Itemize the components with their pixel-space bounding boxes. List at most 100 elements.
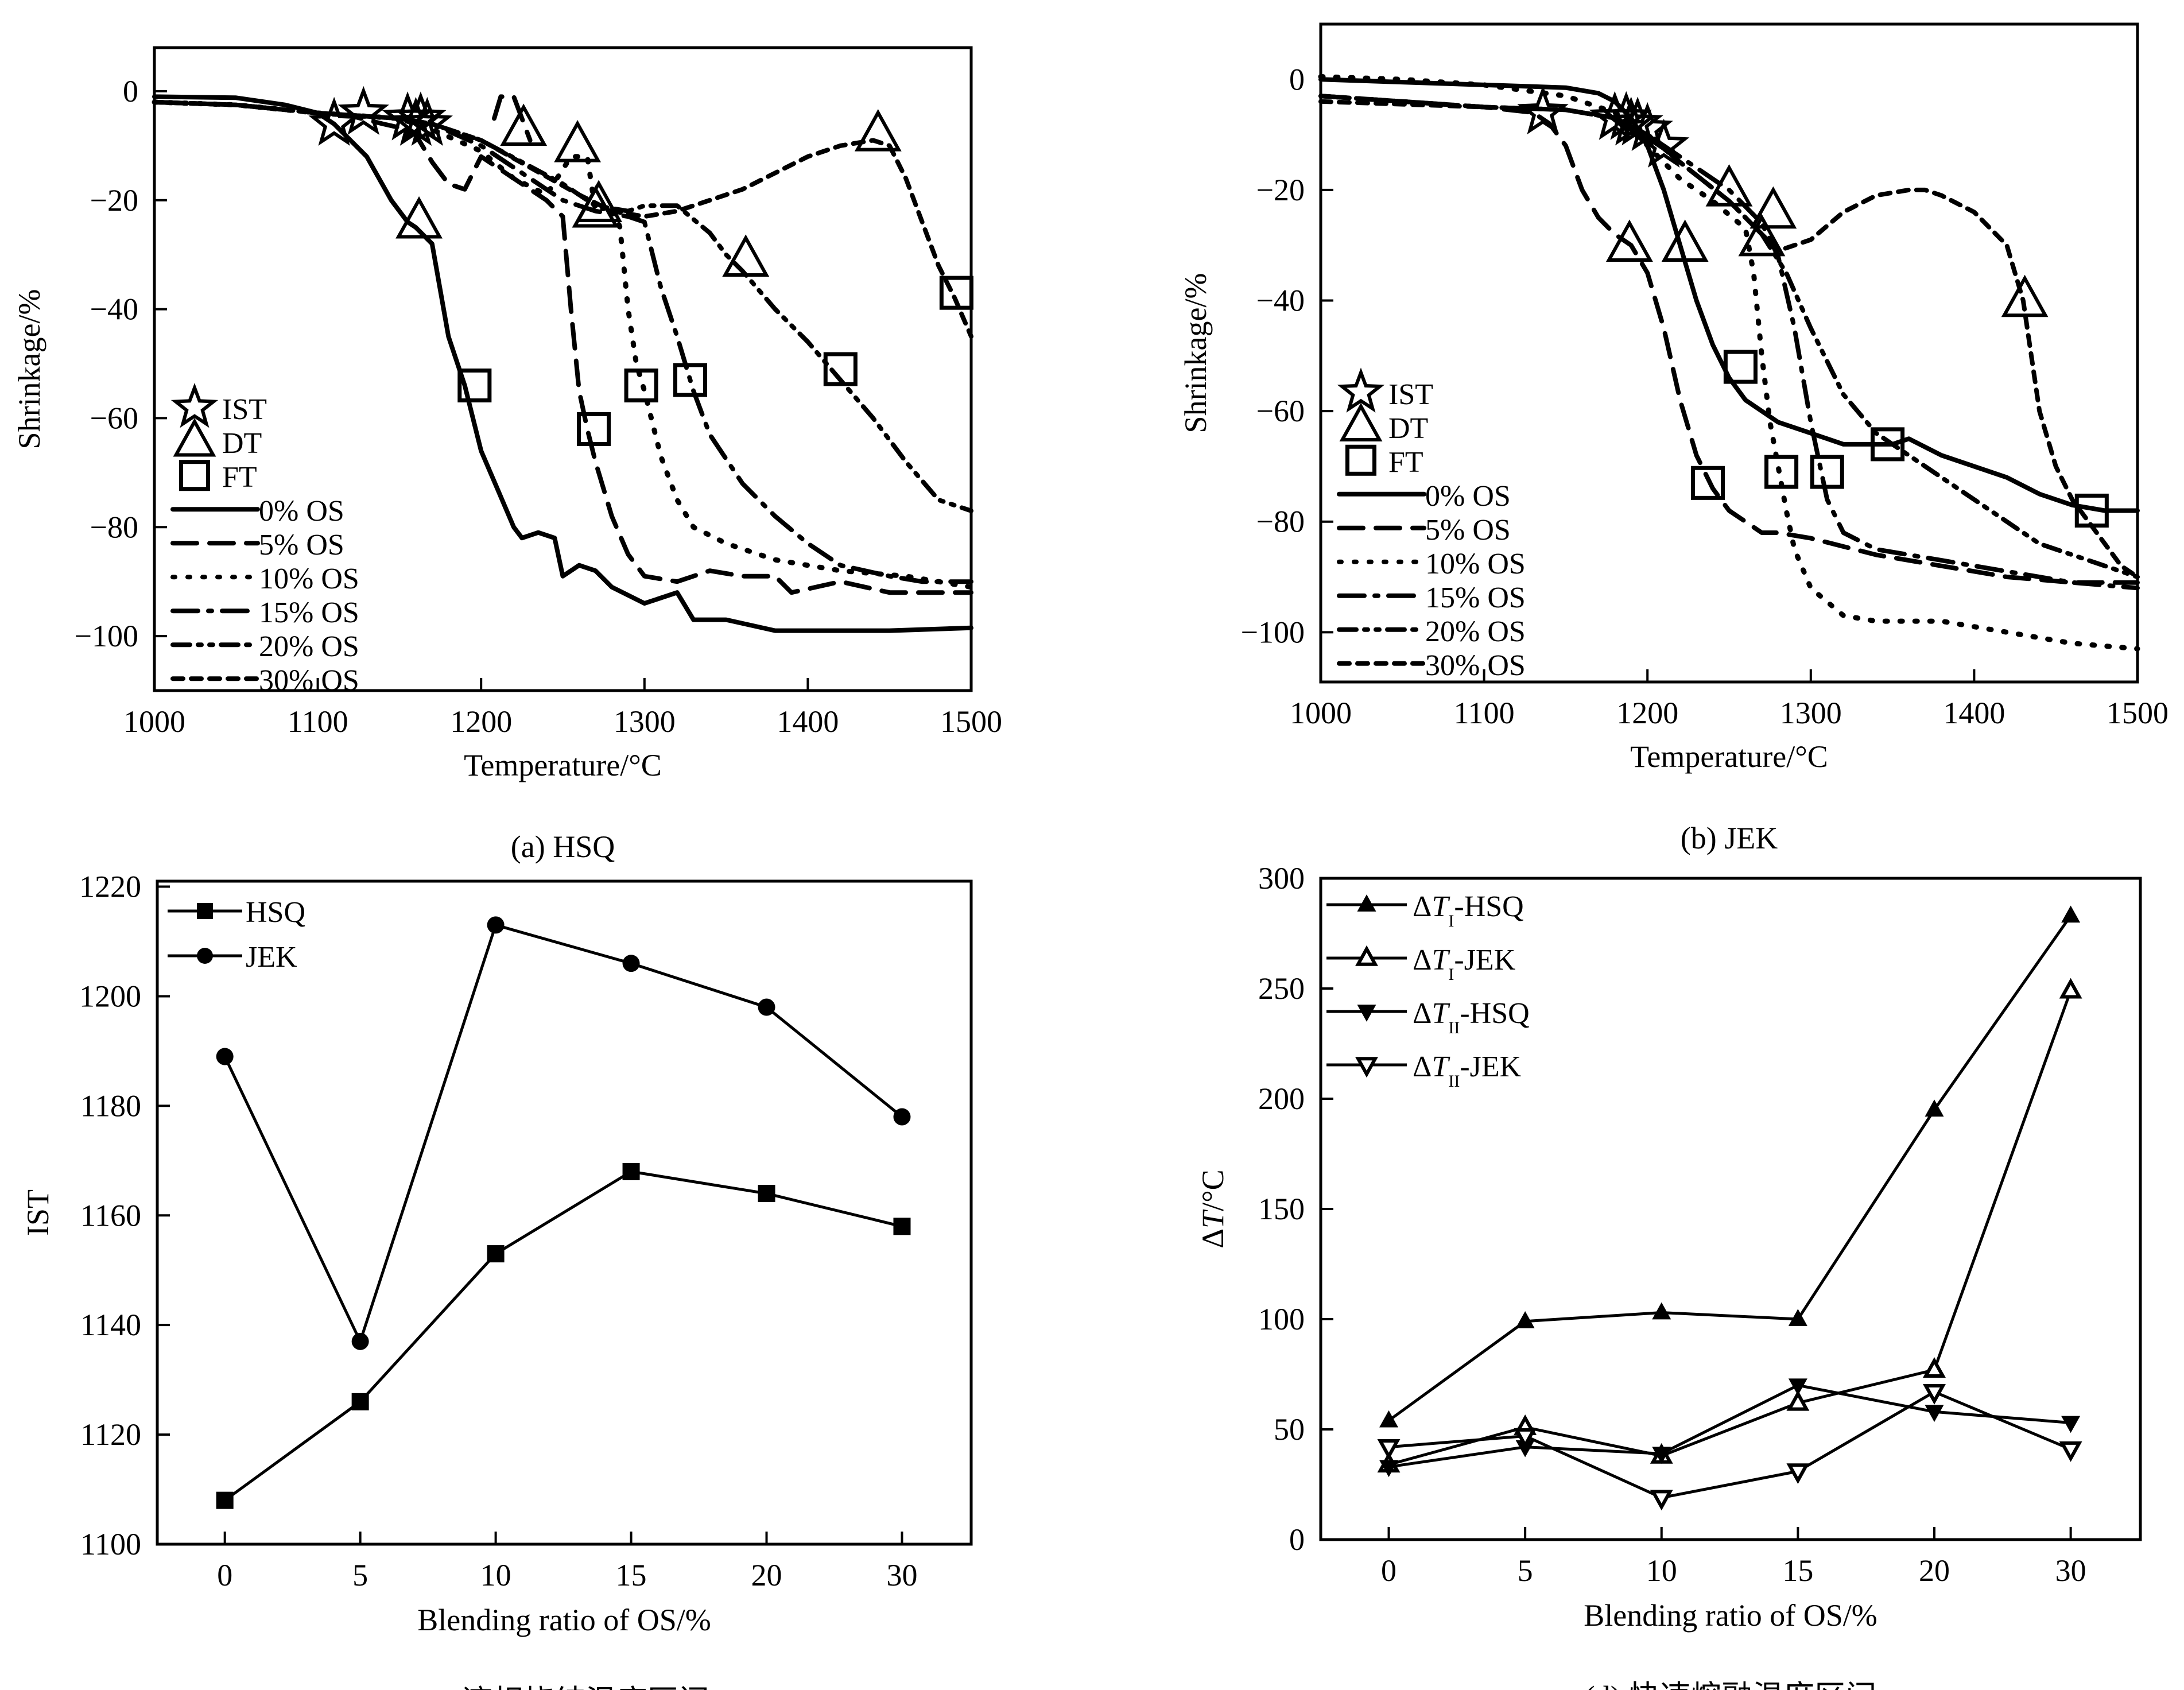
legend-ft-symbol (179, 460, 211, 491)
x-axis-label: Temperature/°C (1630, 739, 1828, 774)
legend-label-delta: Δ (1413, 944, 1432, 976)
y-axis-label: ΔT/°C (1196, 1169, 1230, 1248)
series-line-5-os (152, 99, 973, 595)
data-point--ti-hsq (1788, 1309, 1807, 1326)
y-tick-label: −60 (90, 401, 138, 435)
y-tick-label: 0 (1289, 62, 1305, 96)
x-axis-label: Blending ratio of OS/% (1584, 1598, 1877, 1633)
legend-dt-symbol (173, 418, 216, 457)
dt-marker (854, 109, 902, 152)
series-line-20-os (1318, 94, 2140, 579)
y-axis-label: Shrinkage/% (1178, 273, 1213, 433)
y-tick-label: 1160 (80, 1198, 141, 1232)
data-point--tii-hsq (2061, 1416, 2081, 1433)
dt-marker (554, 120, 602, 162)
legend-dt-symbol (1339, 402, 1383, 442)
legend-label-suffix: -HSQ (1454, 890, 1523, 923)
data-point-jek (622, 955, 640, 972)
legend-ist-label: IST (1388, 378, 1433, 411)
y-tick-label: −20 (90, 183, 138, 218)
plot-frame (153, 46, 973, 692)
legend-label-subscript: I (1448, 912, 1454, 931)
y-tick-label: −100 (1241, 615, 1305, 649)
dt-marker (1705, 164, 1753, 207)
data-point--tii-hsq (1379, 1460, 1399, 1478)
ft-marker (1764, 455, 1799, 489)
x-tick-label: 30 (886, 1558, 917, 1592)
legend-line-label: 0% OS (1425, 480, 1511, 513)
series-line-jek (223, 923, 903, 1343)
y-tick-label: 1220 (79, 870, 141, 904)
ft-marker (1810, 455, 1844, 489)
legend-label-suffix: -JEK (1454, 944, 1515, 976)
legend-label-suffix: -JEK (1460, 1051, 1521, 1083)
data-point-hsq (622, 1162, 640, 1180)
ft-marker (577, 412, 611, 446)
legend-line-label: 30% OS (259, 664, 359, 697)
data-point-jek (487, 916, 505, 934)
x-axis-label: Temperature/°C (464, 748, 662, 782)
y-tick-label: −40 (90, 292, 138, 327)
y-tick-label: −40 (1256, 284, 1305, 318)
ft-marker (1723, 350, 1758, 384)
panel-caption: (c) 液相烧结温度区间 (419, 1684, 709, 1690)
legend-ist-label: IST (222, 393, 267, 426)
legend-hsq-marker (197, 903, 213, 919)
x-tick-label: 1000 (1290, 696, 1352, 730)
data-point--ti-jek (1786, 1390, 1810, 1411)
dt-marker (1749, 186, 1797, 229)
y-tick-label: 100 (1258, 1302, 1305, 1336)
ft-marker (624, 368, 658, 403)
y-tick-label: 1120 (80, 1417, 141, 1452)
legend-jek-marker (197, 948, 213, 964)
x-tick-label: 10 (1646, 1553, 1677, 1588)
x-tick-label: 1500 (940, 704, 1002, 739)
legend-line-label: 5% OS (1425, 514, 1511, 546)
legend-ft-label: FT (1388, 446, 1423, 479)
legend-marker (1355, 1057, 1378, 1078)
x-tick-label: 1400 (1943, 696, 2005, 730)
series-line-20-os (152, 99, 973, 513)
x-tick-label: 10 (480, 1558, 511, 1592)
legend-marker (1357, 1005, 1376, 1022)
x-tick-label: 30 (2055, 1553, 2086, 1588)
y-tick-label: −80 (90, 510, 138, 544)
data-point--tii-jek (1786, 1463, 1810, 1484)
ft-marker (673, 363, 708, 397)
legend-label-t: T (1432, 997, 1450, 1030)
panel-caption: (a) HSQ (511, 830, 615, 864)
y-axis-label-t: T (1196, 1209, 1230, 1228)
legend-line-label: 15% OS (259, 596, 359, 629)
series-line-hsq (224, 1170, 903, 1502)
x-tick-label: 20 (1919, 1553, 1950, 1588)
series-line-30-os (1318, 99, 2140, 579)
x-tick-label: 1100 (288, 704, 348, 739)
data-point-jek (758, 998, 775, 1016)
x-tick-label: 15 (1782, 1553, 1813, 1588)
legend-label-t: T (1432, 944, 1450, 976)
legend-ist-symbol (170, 382, 219, 428)
x-tick-label: 1200 (450, 704, 512, 739)
y-tick-label: −60 (1256, 394, 1305, 428)
legend-line-label: 20% OS (259, 630, 359, 663)
dt-marker (2001, 274, 2049, 317)
data-point-hsq (216, 1491, 234, 1509)
legend-ist-symbol (1337, 367, 1385, 413)
data-point--ti-jek (1923, 1357, 1946, 1378)
legend-jek-label: JEK (246, 941, 297, 974)
dt-marker (395, 196, 443, 239)
y-tick-label: 50 (1274, 1412, 1305, 1447)
legend-label-subscript: II (1448, 1072, 1460, 1091)
legend-label-t: T (1432, 890, 1450, 923)
data-point--tii-jek (1514, 1428, 1537, 1449)
panel-a-hsq-shrinkage: 1000 1100 1200 1300 1400 1500 0 −20 −40 −60 −80 −10… (12, 46, 1002, 864)
data-point-hsq (758, 1185, 775, 1203)
legend-line-label: 5% OS (259, 529, 344, 561)
data-point-hsq (487, 1245, 505, 1263)
dt-marker (1738, 214, 1786, 257)
legend-label-delta: Δ (1413, 1051, 1432, 1083)
x-tick-label: 0 (217, 1558, 232, 1592)
y-axis-label: Shrinkage/% (12, 289, 46, 449)
